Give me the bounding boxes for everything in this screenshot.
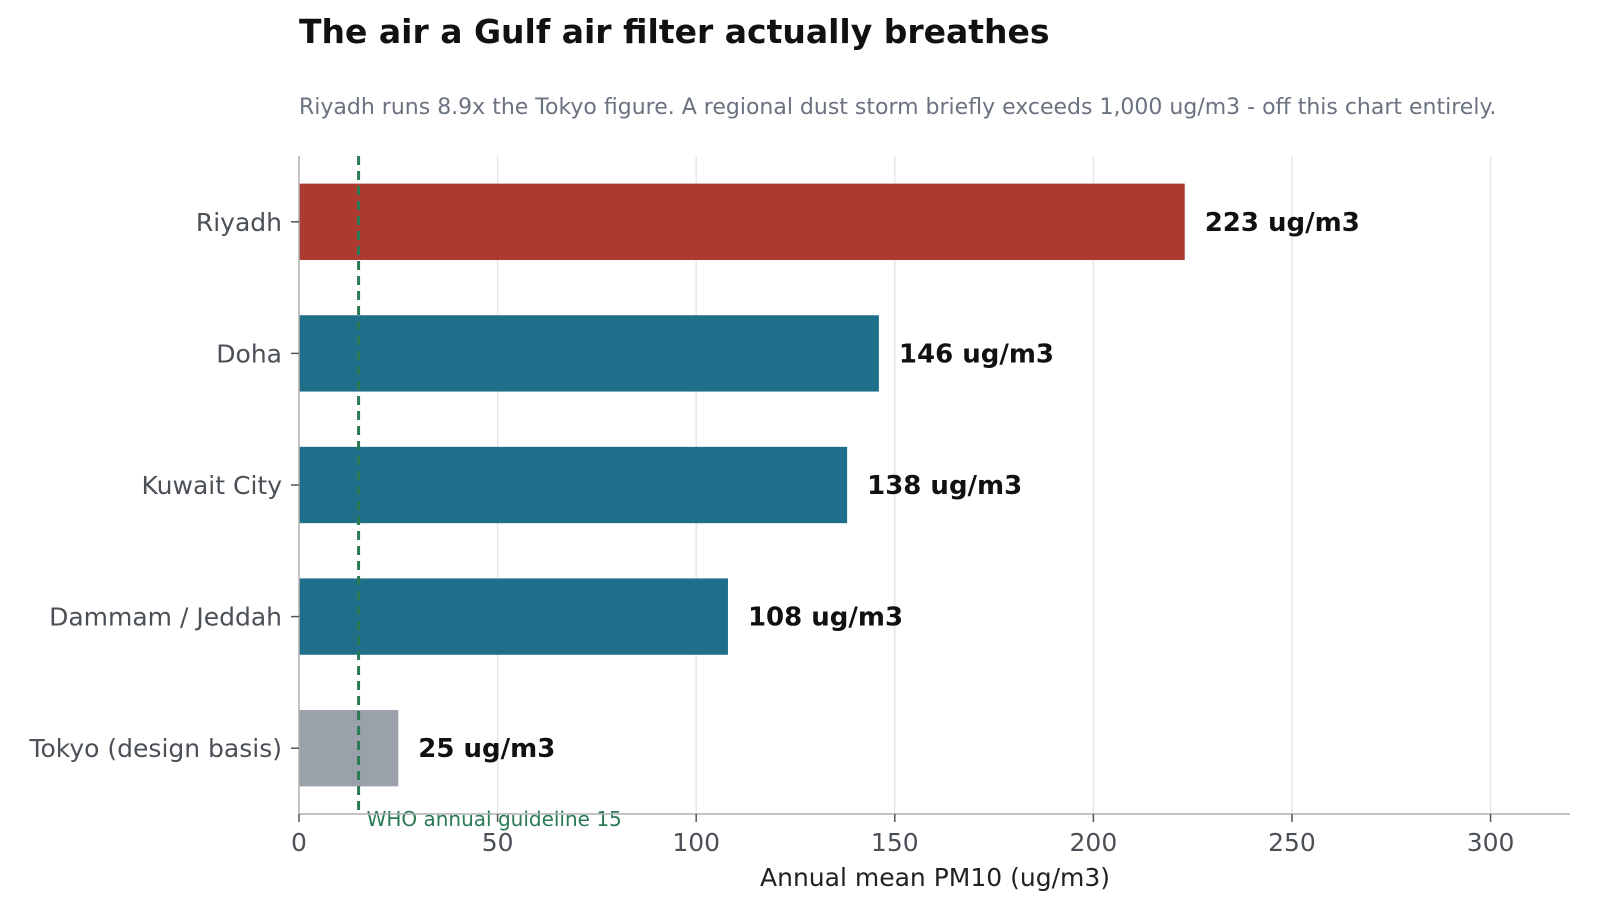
x-tick-label-50: 50 (482, 828, 514, 857)
y-axis-categories: Riyadh Doha Kuwait City Dammam / Jeddah Toky… (28, 208, 299, 763)
category-label-0: Riyadh (196, 208, 282, 237)
bar-3 (299, 578, 728, 655)
bar-2 (299, 446, 848, 524)
x-axis-ticks: 0 50 100 150 200 250 300 (291, 814, 1514, 857)
gridlines (496, 156, 1492, 814)
value-labels: 223 ug/m3 146 ug/m3 138 ug/m3 108 ug/m3 25 u… (418, 208, 1360, 764)
x-tick-label-200: 200 (1070, 828, 1118, 857)
x-tick-label-150: 150 (871, 828, 919, 857)
chart-subtitle: Riyadh runs 8.9x the Tokyo figure. A reg… (299, 95, 1496, 120)
value-label-2: 138 ug/m3 (867, 471, 1022, 501)
bar-1 (299, 315, 879, 392)
x-tick-label-250: 250 (1268, 828, 1316, 857)
x-axis-title: Annual mean PM10 (ug/m3) (760, 863, 1110, 892)
x-tick-label-0: 0 (291, 828, 307, 857)
category-label-4: Tokyo (design basis) (28, 734, 282, 763)
value-label-1: 146 ug/m3 (899, 339, 1054, 369)
chart-title: The air a Gulf air filter actually breat… (299, 12, 1050, 51)
value-label-0: 223 ug/m3 (1205, 208, 1360, 238)
x-tick-label-300: 300 (1467, 828, 1515, 857)
who-reference-line: WHO annual guideline 15 (357, 156, 622, 831)
x-tick-label-100: 100 (672, 828, 720, 857)
bars-group (299, 183, 1185, 787)
category-label-1: Doha (216, 339, 282, 368)
value-label-4: 25 ug/m3 (418, 734, 555, 764)
value-label-3: 108 ug/m3 (748, 603, 903, 633)
bar-4 (299, 710, 399, 787)
who-guideline-label: WHO annual guideline 15 (367, 807, 622, 831)
bar-0 (299, 183, 1185, 260)
category-label-3: Dammam / Jeddah (49, 603, 282, 632)
category-label-2: Kuwait City (142, 471, 283, 500)
